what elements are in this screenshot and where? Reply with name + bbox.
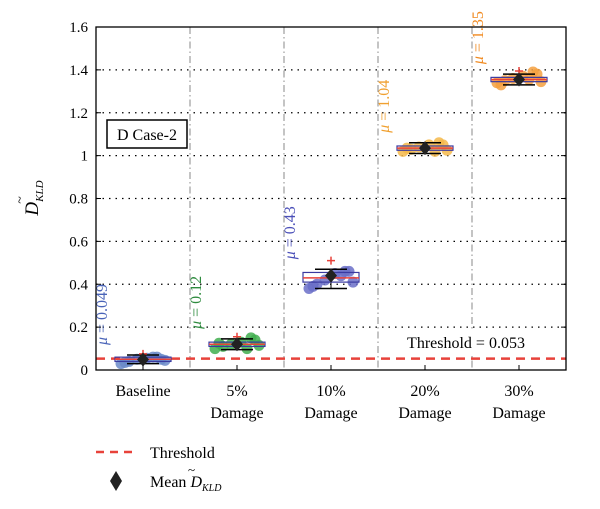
mu-label: μ = 0.43	[282, 206, 299, 260]
y-tick-label: 0.8	[69, 192, 88, 208]
legend-mean-label: Mean DKLD	[150, 474, 222, 494]
mean-marker	[231, 337, 243, 352]
y-axis-label-sub: KLD	[34, 180, 46, 202]
y-axis-label: DKLD ~	[13, 180, 46, 216]
x-tick-label: 30%	[504, 383, 533, 400]
y-tick-label: 1.2	[69, 106, 88, 122]
y-tick-label: 0.2	[69, 320, 88, 336]
mu-label: μ = 1.04	[376, 80, 393, 134]
threshold-label-bg	[388, 331, 546, 353]
legend-mean-marker	[110, 471, 122, 491]
x-tick-label: Damage	[398, 405, 451, 422]
mean-marker	[513, 72, 525, 87]
mean-marker	[419, 141, 431, 156]
y-axis-label-main: D	[22, 202, 43, 217]
x-tick-label: 20%	[410, 383, 439, 400]
x-tick-label: 10%	[316, 383, 345, 400]
x-tick-label: Damage	[304, 405, 357, 422]
legend-mean-text: Mean	[150, 474, 186, 491]
axes-layer: 0 0.2 0.4 0.6 0.8 1 1.2 1.4 1.6 Baseline 5% Damage 1…	[69, 20, 567, 422]
data-point	[241, 343, 253, 355]
tilde-mark: ~	[13, 196, 28, 204]
y-tick-label: 0	[81, 363, 89, 379]
mu-label: μ = 0.12	[188, 276, 205, 330]
data-point	[249, 334, 261, 346]
legend-mean-sub: KLD	[201, 483, 222, 494]
x-tick-label: 5%	[226, 383, 247, 400]
points-layer	[115, 66, 547, 370]
mean-marker	[325, 268, 337, 283]
x-tick-label: Baseline	[115, 383, 170, 400]
legend-tilde-mark: ~	[188, 462, 195, 477]
threshold-label: Threshold = 0.053	[407, 335, 525, 352]
mu-label: μ = 1.35	[470, 11, 487, 65]
box-layer	[114, 66, 548, 367]
y-tick-label: 1.4	[69, 63, 88, 79]
y-tick-label: 1	[81, 149, 89, 165]
y-tick-label: 0.6	[69, 234, 88, 250]
mu-labels: μ = 0.049 μ = 0.12 μ = 0.43 μ = 1.04 μ = 1.3…	[94, 11, 487, 346]
legend: Threshold Mean DKLD ~	[96, 445, 222, 494]
outlier-marker	[327, 256, 335, 265]
panel-label-box: D Case-2	[106, 119, 188, 149]
panel-label: D Case-2	[117, 127, 177, 144]
mu-label: μ = 0.049	[94, 284, 111, 346]
y-tick-label: 1.6	[69, 20, 88, 36]
data-point	[343, 265, 355, 277]
x-tick-label: Damage	[492, 405, 545, 422]
mean-marker	[137, 352, 149, 367]
legend-threshold-label: Threshold	[150, 445, 215, 462]
svg-text:DKLD: DKLD	[22, 180, 46, 216]
legend-mean-symbol: D	[189, 474, 202, 491]
x-tick-label: Damage	[210, 405, 263, 422]
y-tick-label: 0.4	[69, 277, 88, 293]
